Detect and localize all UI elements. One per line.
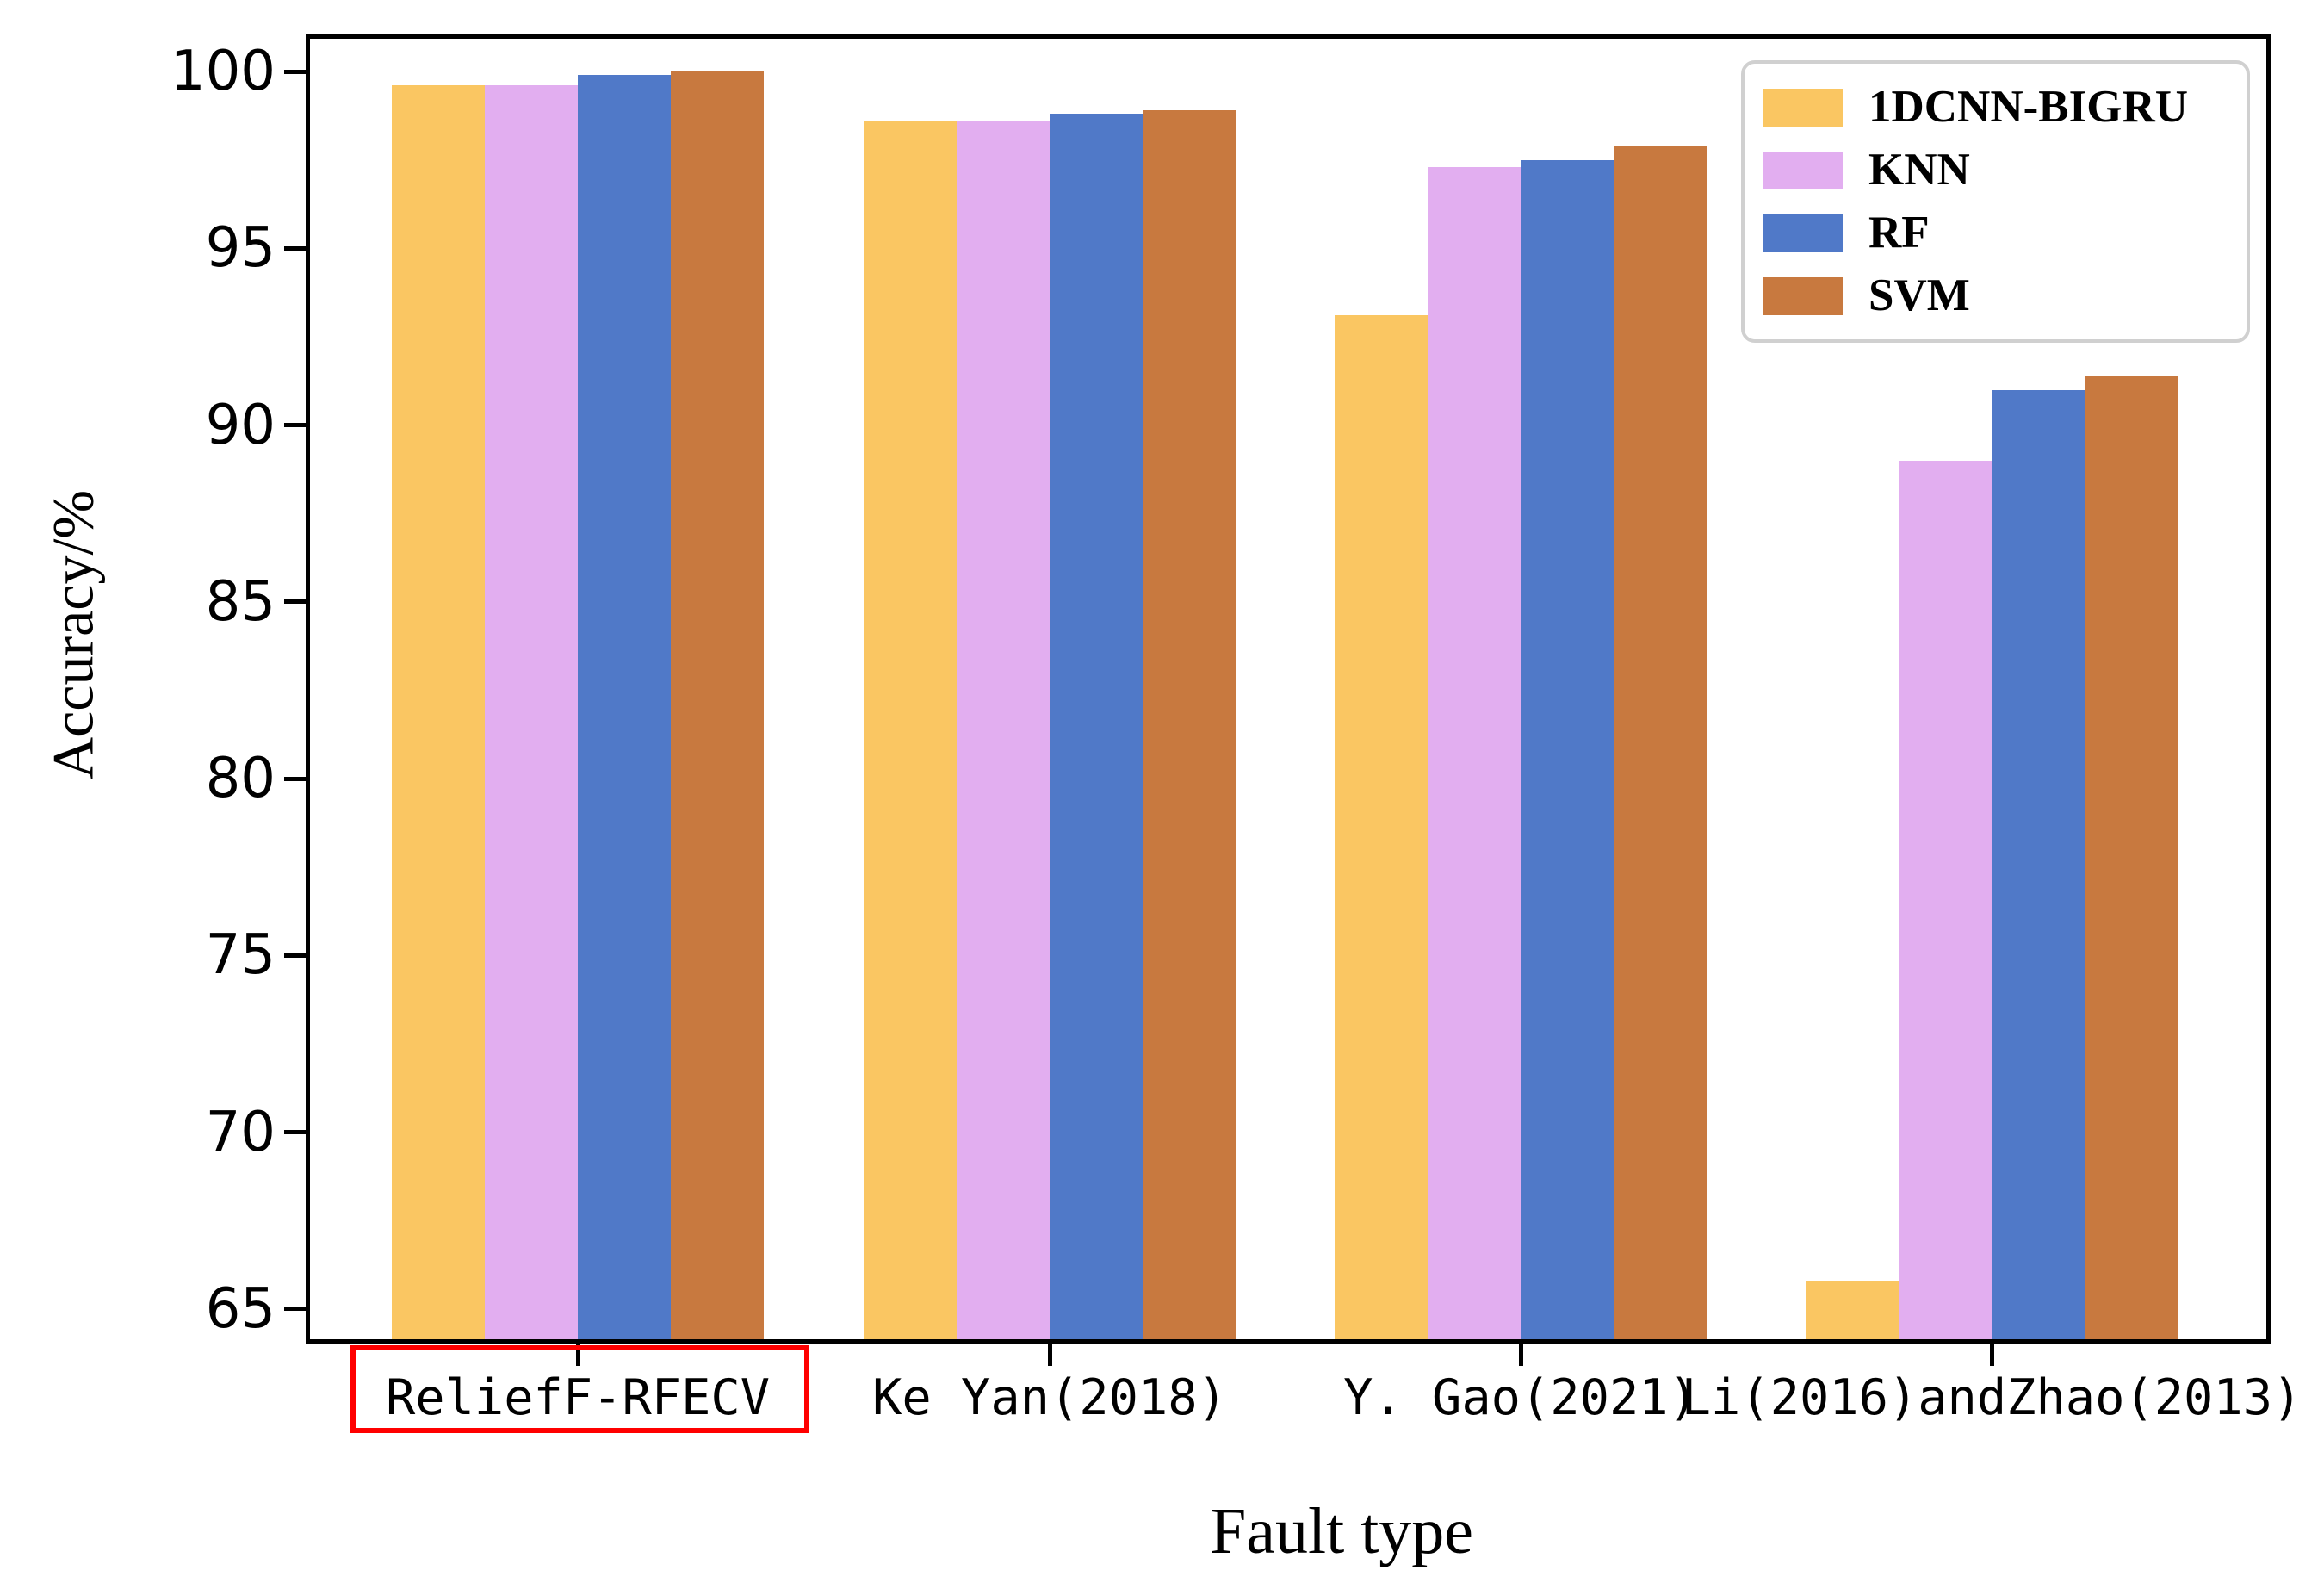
x-axis-label: Fault type <box>1209 1495 1474 1567</box>
x-tick-mark <box>1047 1344 1052 1366</box>
bar-1dcnn-bigru <box>392 85 485 1344</box>
x-tick-label: Li(2016)andZhao(2013) <box>1681 1369 2302 1426</box>
legend-item: RF <box>1763 202 2247 264</box>
x-tick-label: Y. Gao(2021) <box>1343 1369 1698 1426</box>
y-tick-mark <box>284 1307 306 1312</box>
y-tick-mark <box>284 776 306 781</box>
bar-1dcnn-bigru <box>1335 315 1428 1344</box>
legend-color-swatch <box>1763 214 1843 252</box>
bar-rf <box>1992 389 2085 1344</box>
legend-label: KNN <box>1868 145 1970 195</box>
y-tick-label: 75 <box>205 923 276 988</box>
legend-label: SVM <box>1868 270 1970 320</box>
legend-color-swatch <box>1763 88 1843 127</box>
bar-rf <box>1521 159 1614 1344</box>
legend-item: KNN <box>1763 139 2247 202</box>
y-tick-mark <box>284 245 306 251</box>
bar-knn <box>1428 166 1521 1344</box>
x-tick-mark <box>1989 1344 1994 1366</box>
y-tick-label: 70 <box>205 1100 276 1164</box>
legend-color-swatch <box>1763 151 1843 189</box>
y-tick-label: 85 <box>205 569 276 634</box>
y-tick-label: 80 <box>205 747 276 811</box>
legend-item: SVM <box>1763 264 2247 327</box>
legend-label: 1DCNN-BIGRU <box>1868 82 2188 132</box>
y-tick-mark <box>284 1130 306 1135</box>
bar-rf <box>1050 114 1143 1344</box>
bar-1dcnn-bigru <box>864 121 957 1344</box>
y-axis-label: Accuracy/% <box>40 489 106 780</box>
x-tick-label: ReliefF-RFECV <box>385 1369 771 1426</box>
highlight-box <box>350 1345 809 1433</box>
y-tick-label: 65 <box>205 1276 276 1341</box>
bar-svm <box>1614 146 1707 1344</box>
bar-svm <box>1143 110 1236 1344</box>
bar-rf <box>578 75 671 1344</box>
legend-item: 1DCNN-BIGRU <box>1763 76 2247 139</box>
bar-svm <box>671 71 764 1344</box>
y-tick-mark <box>284 423 306 428</box>
bar-knn <box>957 121 1050 1344</box>
bar-svm <box>2085 376 2178 1344</box>
y-tick-label: 95 <box>205 216 276 281</box>
bar-knn <box>1899 460 1992 1344</box>
y-tick-mark <box>284 69 306 74</box>
x-tick-mark <box>1518 1344 1523 1366</box>
bar-1dcnn-bigru <box>1806 1281 1899 1344</box>
legend-label: RF <box>1868 208 1930 258</box>
x-tick-mark <box>575 1344 580 1366</box>
y-tick-mark <box>284 953 306 958</box>
y-tick-label: 100 <box>170 40 276 103</box>
bar-knn <box>485 85 578 1344</box>
y-tick-label: 90 <box>205 393 276 457</box>
y-tick-mark <box>284 599 306 605</box>
legend: 1DCNN-BIGRU KNN RF SVM <box>1741 60 2250 343</box>
legend-color-swatch <box>1763 276 1843 315</box>
x-tick-label: Ke Yan(2018) <box>872 1369 1227 1426</box>
